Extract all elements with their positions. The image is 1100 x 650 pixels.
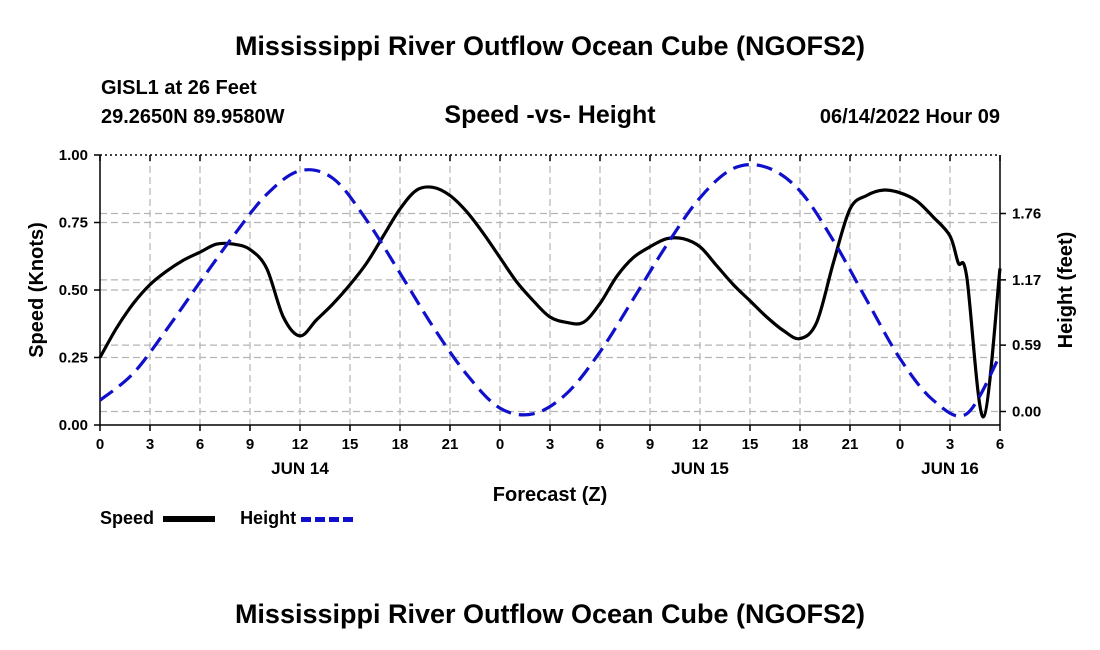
- legend: Speed Height: [100, 508, 354, 529]
- x-axis-title: Forecast (Z): [493, 484, 607, 506]
- x-tick-label: 6: [996, 436, 1004, 453]
- series-line-height: [98, 163, 1002, 418]
- x-date-label: JUN 16: [921, 459, 979, 478]
- footer-title: Mississippi River Outflow Ocean Cube (NG…: [234, 599, 866, 629]
- location-label: 29.2650N 89.9580W: [101, 106, 285, 128]
- x-tick-label: 0: [896, 436, 904, 453]
- y2-tick-label: 1.17: [1012, 272, 1041, 289]
- x-tick-label: 9: [646, 436, 654, 453]
- y-tick-label: 0.25: [59, 350, 88, 367]
- legend-height-label: Height: [240, 508, 297, 528]
- y2-axis-title: Height (feet): [1055, 232, 1077, 349]
- x-date-label: JUN 14: [271, 459, 329, 478]
- chart-subtitle: Speed -vs- Height: [444, 101, 656, 129]
- x-tick-label: 21: [842, 436, 859, 453]
- x-tick-label: 3: [546, 436, 554, 453]
- x-tick-label: 15: [742, 436, 759, 453]
- y2-tick-label: 1.76: [1012, 206, 1041, 223]
- x-tick-label: 6: [596, 436, 604, 453]
- y-axis-title: Speed (Knots): [26, 222, 48, 358]
- series-line-speed: [98, 185, 1002, 419]
- x-tick-label: 9: [246, 436, 254, 453]
- y-tick-label: 1.00: [59, 147, 88, 164]
- x-date-label: JUN 15: [671, 459, 729, 478]
- station-label: GISL1 at 26 Feet: [101, 77, 257, 99]
- x-tick-label: 18: [792, 436, 809, 453]
- x-tick-label: 18: [392, 436, 409, 453]
- legend-speed-line: [163, 516, 216, 523]
- timestamp-label: 06/14/2022 Hour 09: [819, 106, 1000, 128]
- y-tick-label: 0.75: [59, 215, 88, 232]
- x-tick-label: 6: [196, 436, 204, 453]
- legend-speed-label: Speed: [100, 508, 155, 528]
- chart-title: Mississippi River Outflow Ocean Cube (NG…: [234, 31, 866, 61]
- y-tick-label: 0.00: [59, 417, 88, 434]
- x-tick-label: 15: [342, 436, 359, 453]
- x-tick-label: 3: [946, 436, 954, 453]
- x-tick-label: 0: [96, 436, 104, 453]
- x-tick-label: 12: [692, 436, 709, 453]
- x-tick-label: 12: [292, 436, 309, 453]
- x-tick-label: 3: [146, 436, 154, 453]
- legend-height-line: [301, 516, 354, 522]
- y-tick-label: 0.50: [59, 282, 88, 299]
- y2-tick-label: 0.00: [1012, 404, 1041, 421]
- y2-tick-label: 0.59: [1012, 337, 1041, 354]
- x-tick-label: 0: [496, 436, 504, 453]
- x-tick-label: 21: [442, 436, 459, 453]
